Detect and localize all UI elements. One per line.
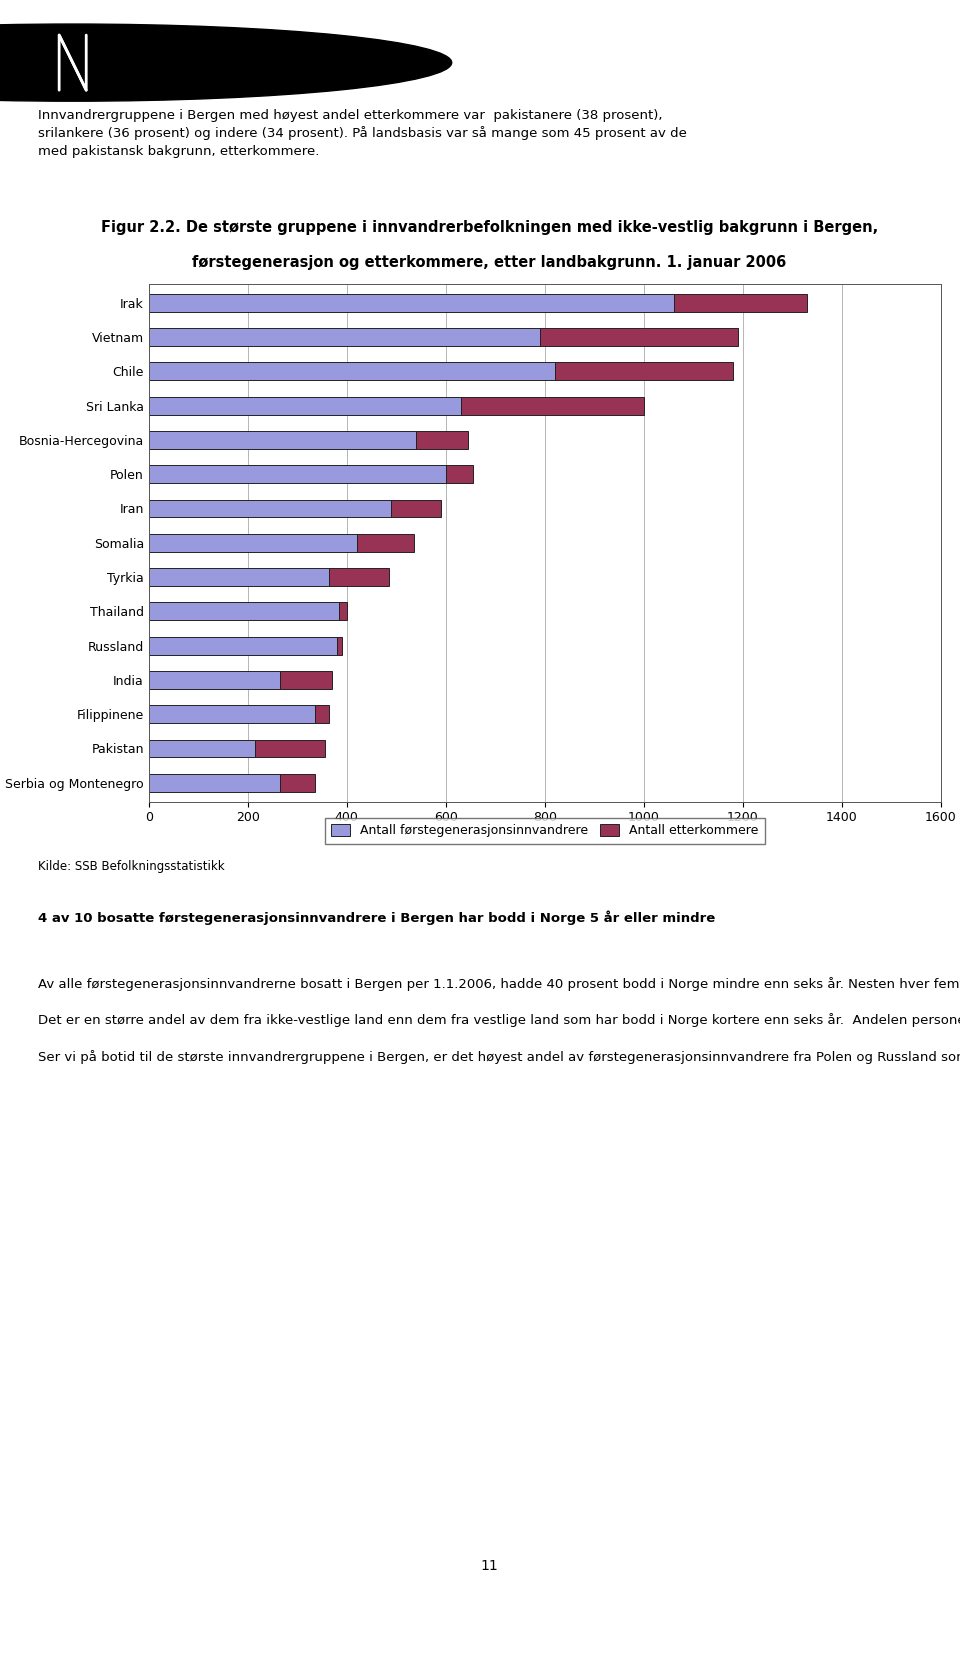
- Bar: [329, 568, 389, 586]
- Text: Statistics Norway: Statistics Norway: [115, 68, 236, 84]
- Bar: [149, 603, 340, 620]
- Bar: [149, 671, 280, 688]
- Bar: [149, 362, 555, 381]
- Bar: [340, 603, 347, 620]
- Bar: [149, 740, 255, 758]
- Circle shape: [0, 23, 452, 102]
- Text: 11: 11: [481, 1558, 498, 1573]
- Bar: [280, 773, 315, 792]
- Legend: Antall førstegenerasjonsinnvandrere, Antall etterkommere: Antall førstegenerasjonsinnvandrere, Ant…: [324, 818, 765, 843]
- Text: 4 av 10 bosatte førstegenerasjonsinnvandrere i Bergen har bodd i Norge 5 år elle: 4 av 10 bosatte førstegenerasjonsinnvand…: [38, 910, 715, 925]
- Bar: [149, 636, 337, 655]
- Bar: [674, 294, 807, 312]
- Bar: [149, 327, 540, 346]
- Bar: [149, 499, 392, 518]
- Bar: [149, 705, 315, 723]
- Bar: [149, 397, 461, 414]
- Bar: [149, 466, 445, 483]
- Bar: [149, 568, 329, 586]
- Bar: [555, 362, 732, 381]
- Text: førstegenerasjon og etterkommere, etter landbakgrunn. 1. januar 2006: førstegenerasjon og etterkommere, etter …: [192, 256, 787, 271]
- Bar: [416, 431, 468, 449]
- Bar: [149, 534, 357, 551]
- Bar: [315, 705, 329, 723]
- Bar: [461, 397, 644, 414]
- Text: Statistisk sentralbyrå: Statistisk sentralbyrå: [115, 42, 404, 70]
- Bar: [445, 466, 473, 483]
- Bar: [149, 294, 674, 312]
- Text: Innvandrergruppene i Bergen med høyest andel etterkommere var  pakistanere (38 p: Innvandrergruppene i Bergen med høyest a…: [38, 109, 687, 159]
- Text: Av alle førstegenerasjonsinnvandrerne bosatt i Bergen per 1.1.2006, hadde 40 pro: Av alle førstegenerasjonsinnvandrerne bo…: [38, 977, 960, 1064]
- Text: Kilde: SSB Befolkningsstatistikk: Kilde: SSB Befolkningsstatistikk: [38, 860, 225, 873]
- Bar: [540, 327, 738, 346]
- Bar: [392, 499, 441, 518]
- Text: Figur 2.2. De største gruppene i innvandrerbefolkningen med ikke-vestlig bakgrun: Figur 2.2. De største gruppene i innvand…: [101, 220, 878, 235]
- Bar: [357, 534, 414, 551]
- Bar: [337, 636, 342, 655]
- Bar: [280, 671, 332, 688]
- Bar: [255, 740, 324, 758]
- Bar: [149, 773, 280, 792]
- Bar: [149, 431, 416, 449]
